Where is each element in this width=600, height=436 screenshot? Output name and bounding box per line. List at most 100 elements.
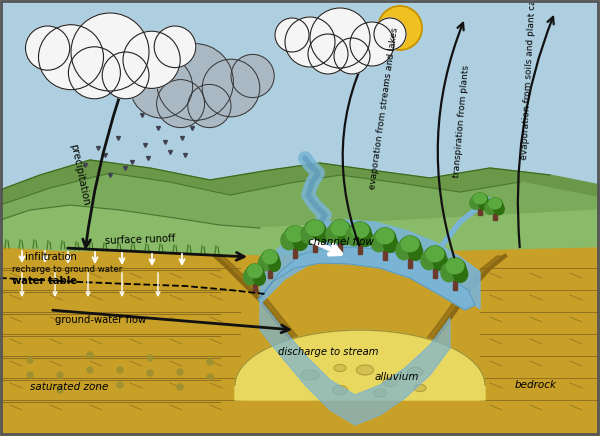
Ellipse shape bbox=[371, 233, 387, 252]
Circle shape bbox=[231, 54, 274, 98]
Text: precipitation: precipitation bbox=[68, 143, 91, 207]
Ellipse shape bbox=[269, 257, 280, 271]
Ellipse shape bbox=[306, 220, 324, 236]
Text: water table: water table bbox=[12, 276, 77, 286]
Ellipse shape bbox=[284, 226, 306, 249]
Bar bbox=[268, 269, 272, 278]
Circle shape bbox=[117, 367, 123, 373]
Ellipse shape bbox=[259, 255, 271, 271]
Ellipse shape bbox=[373, 389, 386, 397]
Ellipse shape bbox=[326, 225, 342, 244]
Ellipse shape bbox=[329, 220, 351, 242]
Ellipse shape bbox=[396, 241, 412, 260]
Ellipse shape bbox=[399, 236, 421, 259]
Circle shape bbox=[147, 370, 153, 376]
Text: infiltration: infiltration bbox=[25, 252, 77, 262]
Bar bbox=[383, 250, 387, 260]
Ellipse shape bbox=[414, 385, 426, 392]
Ellipse shape bbox=[244, 269, 256, 285]
Circle shape bbox=[87, 367, 93, 373]
Polygon shape bbox=[0, 205, 600, 436]
Ellipse shape bbox=[248, 264, 262, 278]
Circle shape bbox=[378, 6, 422, 50]
Text: ground-water flow: ground-water flow bbox=[55, 315, 146, 325]
Ellipse shape bbox=[246, 264, 264, 283]
Circle shape bbox=[130, 56, 193, 118]
Circle shape bbox=[102, 52, 149, 99]
Bar bbox=[253, 283, 257, 292]
Circle shape bbox=[350, 22, 394, 66]
Circle shape bbox=[334, 38, 370, 74]
Text: evaporation from streams and lakes: evaporation from streams and lakes bbox=[368, 27, 400, 190]
Circle shape bbox=[57, 387, 63, 393]
Circle shape bbox=[207, 374, 213, 380]
Ellipse shape bbox=[424, 246, 446, 269]
Circle shape bbox=[87, 352, 93, 358]
Ellipse shape bbox=[426, 246, 444, 262]
Ellipse shape bbox=[472, 193, 488, 208]
Ellipse shape bbox=[407, 368, 423, 377]
Circle shape bbox=[25, 26, 70, 70]
Circle shape bbox=[308, 34, 348, 74]
Circle shape bbox=[27, 372, 33, 378]
Circle shape bbox=[123, 31, 180, 89]
Ellipse shape bbox=[488, 198, 502, 209]
Polygon shape bbox=[0, 160, 600, 436]
Ellipse shape bbox=[281, 231, 297, 250]
Ellipse shape bbox=[444, 258, 466, 280]
Ellipse shape bbox=[301, 370, 319, 380]
Ellipse shape bbox=[487, 198, 503, 213]
Circle shape bbox=[188, 85, 231, 128]
Circle shape bbox=[157, 44, 233, 120]
Circle shape bbox=[275, 18, 309, 52]
Bar bbox=[338, 242, 342, 252]
Polygon shape bbox=[260, 300, 450, 425]
Text: transpiration from plants: transpiration from plants bbox=[452, 65, 471, 178]
Circle shape bbox=[147, 355, 153, 361]
Bar bbox=[293, 249, 297, 258]
Ellipse shape bbox=[334, 364, 346, 371]
Ellipse shape bbox=[338, 228, 353, 244]
Ellipse shape bbox=[286, 226, 304, 242]
Bar bbox=[358, 245, 362, 254]
Circle shape bbox=[207, 359, 213, 365]
Text: recharge to ground water: recharge to ground water bbox=[12, 265, 122, 274]
Circle shape bbox=[177, 384, 183, 390]
Ellipse shape bbox=[454, 266, 467, 283]
Circle shape bbox=[117, 382, 123, 388]
Circle shape bbox=[71, 13, 149, 91]
Bar bbox=[453, 280, 457, 290]
Ellipse shape bbox=[263, 250, 277, 264]
Bar bbox=[493, 213, 497, 220]
Ellipse shape bbox=[470, 197, 481, 209]
Ellipse shape bbox=[485, 201, 496, 214]
Ellipse shape bbox=[254, 271, 265, 285]
Ellipse shape bbox=[376, 228, 394, 244]
Text: channel flow: channel flow bbox=[308, 237, 374, 247]
Polygon shape bbox=[215, 256, 505, 395]
Circle shape bbox=[202, 59, 260, 117]
Circle shape bbox=[57, 372, 63, 378]
Bar bbox=[478, 208, 482, 215]
Text: saturated zone: saturated zone bbox=[30, 382, 109, 392]
Polygon shape bbox=[258, 247, 475, 310]
Circle shape bbox=[154, 26, 196, 68]
Circle shape bbox=[285, 17, 335, 67]
Ellipse shape bbox=[374, 228, 396, 250]
Text: discharge to stream: discharge to stream bbox=[278, 347, 379, 357]
Ellipse shape bbox=[433, 254, 448, 270]
Ellipse shape bbox=[358, 230, 373, 246]
Circle shape bbox=[38, 25, 104, 90]
Ellipse shape bbox=[409, 244, 422, 260]
Polygon shape bbox=[0, 256, 600, 436]
Ellipse shape bbox=[479, 198, 489, 210]
Bar bbox=[313, 242, 317, 252]
Polygon shape bbox=[235, 330, 485, 400]
Text: surface runoff: surface runoff bbox=[105, 234, 176, 246]
Circle shape bbox=[177, 369, 183, 375]
Ellipse shape bbox=[383, 236, 398, 252]
Polygon shape bbox=[260, 220, 480, 309]
Ellipse shape bbox=[356, 365, 373, 375]
Ellipse shape bbox=[261, 250, 279, 269]
Ellipse shape bbox=[332, 385, 347, 395]
